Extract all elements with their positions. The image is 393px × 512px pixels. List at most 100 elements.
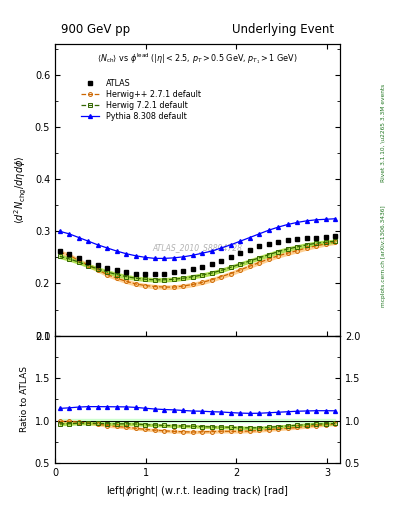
- ATLAS: [228, 254, 233, 261]
- Pythia 8.308 default: [57, 228, 62, 234]
- Herwig++ 2.7.1 default: [162, 284, 167, 290]
- Herwig++ 2.7.1 default: [247, 263, 252, 269]
- Pythia 8.308 default: [86, 238, 91, 244]
- Herwig++ 2.7.1 default: [238, 267, 242, 273]
- Herwig 7.2.1 default: [133, 275, 138, 281]
- Herwig 7.2.1 default: [114, 271, 119, 278]
- Line: Herwig++ 2.7.1 default: Herwig++ 2.7.1 default: [58, 240, 337, 289]
- Herwig++ 2.7.1 default: [323, 241, 328, 247]
- Legend: ATLAS, Herwig++ 2.7.1 default, Herwig 7.2.1 default, Pythia 8.308 default: ATLAS, Herwig++ 2.7.1 default, Herwig 7.…: [79, 77, 203, 123]
- Herwig++ 2.7.1 default: [133, 281, 138, 287]
- Herwig 7.2.1 default: [67, 256, 72, 262]
- Pythia 8.308 default: [152, 255, 157, 262]
- ATLAS: [200, 264, 205, 270]
- Pythia 8.308 default: [181, 254, 185, 260]
- Herwig 7.2.1 default: [219, 267, 224, 273]
- ATLAS: [162, 270, 167, 276]
- ATLAS: [266, 241, 271, 247]
- Herwig 7.2.1 default: [295, 244, 299, 250]
- Pythia 8.308 default: [304, 218, 309, 224]
- ATLAS: [285, 237, 290, 243]
- Herwig++ 2.7.1 default: [114, 275, 119, 281]
- Herwig 7.2.1 default: [162, 276, 167, 283]
- Herwig++ 2.7.1 default: [295, 247, 299, 253]
- Herwig++ 2.7.1 default: [105, 271, 110, 278]
- Pythia 8.308 default: [209, 248, 214, 254]
- Herwig 7.2.1 default: [276, 248, 281, 254]
- ATLAS: [143, 271, 147, 277]
- ATLAS: [333, 233, 338, 240]
- Herwig 7.2.1 default: [181, 275, 185, 281]
- Pythia 8.308 default: [124, 251, 129, 257]
- ATLAS: [57, 248, 62, 254]
- ATLAS: [323, 234, 328, 240]
- Pythia 8.308 default: [323, 216, 328, 222]
- ATLAS: [314, 234, 319, 241]
- Herwig 7.2.1 default: [323, 239, 328, 245]
- Herwig++ 2.7.1 default: [171, 284, 176, 290]
- Text: ATLAS_2010_S8894728: ATLAS_2010_S8894728: [152, 244, 242, 252]
- Text: Rivet 3.1.10, \u2265 3.3M events: Rivet 3.1.10, \u2265 3.3M events: [381, 84, 386, 182]
- Pythia 8.308 default: [143, 254, 147, 261]
- Herwig++ 2.7.1 default: [143, 283, 147, 289]
- Herwig 7.2.1 default: [152, 276, 157, 283]
- Herwig 7.2.1 default: [228, 264, 233, 270]
- Herwig++ 2.7.1 default: [124, 278, 129, 284]
- Herwig++ 2.7.1 default: [209, 276, 214, 283]
- Text: Underlying Event: Underlying Event: [232, 23, 334, 36]
- ATLAS: [95, 262, 100, 268]
- Pythia 8.308 default: [171, 255, 176, 261]
- Text: mcplots.cern.ch [arXiv:1306.3436]: mcplots.cern.ch [arXiv:1306.3436]: [381, 205, 386, 307]
- Herwig++ 2.7.1 default: [314, 243, 319, 249]
- Pythia 8.308 default: [67, 231, 72, 237]
- Pythia 8.308 default: [247, 234, 252, 241]
- Pythia 8.308 default: [228, 242, 233, 248]
- ATLAS: [76, 255, 81, 262]
- ATLAS: [114, 267, 119, 273]
- Herwig 7.2.1 default: [143, 276, 147, 282]
- Herwig 7.2.1 default: [304, 242, 309, 248]
- Pythia 8.308 default: [133, 253, 138, 259]
- Line: Pythia 8.308 default: Pythia 8.308 default: [58, 217, 337, 260]
- Pythia 8.308 default: [238, 238, 242, 244]
- Herwig++ 2.7.1 default: [190, 282, 195, 288]
- ATLAS: [247, 246, 252, 252]
- Herwig 7.2.1 default: [190, 273, 195, 280]
- Pythia 8.308 default: [314, 217, 319, 223]
- ATLAS: [209, 261, 214, 267]
- Herwig++ 2.7.1 default: [304, 245, 309, 251]
- Herwig 7.2.1 default: [105, 269, 110, 275]
- Herwig++ 2.7.1 default: [285, 250, 290, 256]
- Herwig 7.2.1 default: [266, 252, 271, 258]
- Pythia 8.308 default: [190, 252, 195, 259]
- ATLAS: [238, 250, 242, 256]
- Pythia 8.308 default: [105, 245, 110, 251]
- Herwig 7.2.1 default: [124, 273, 129, 280]
- Herwig 7.2.1 default: [95, 266, 100, 272]
- Herwig++ 2.7.1 default: [228, 270, 233, 276]
- ATLAS: [257, 243, 261, 249]
- Pythia 8.308 default: [162, 255, 167, 262]
- Herwig 7.2.1 default: [86, 263, 91, 269]
- ATLAS: [190, 266, 195, 272]
- Pythia 8.308 default: [76, 234, 81, 241]
- Herwig++ 2.7.1 default: [95, 267, 100, 273]
- Herwig++ 2.7.1 default: [181, 283, 185, 289]
- ATLAS: [181, 268, 185, 274]
- Herwig 7.2.1 default: [247, 258, 252, 264]
- Text: $\langle N_{\rm ch}\rangle$ vs $\phi^{\rm lead}$ ($|\eta| < 2.5$, $p_T > 0.5$ Ge: $\langle N_{\rm ch}\rangle$ vs $\phi^{\r…: [97, 51, 298, 66]
- Y-axis label: Ratio to ATLAS: Ratio to ATLAS: [20, 367, 29, 433]
- Pythia 8.308 default: [295, 219, 299, 225]
- Herwig++ 2.7.1 default: [333, 239, 338, 245]
- Y-axis label: $\langle d^2 N_{\rm chg}/d\eta d\phi\rangle$: $\langle d^2 N_{\rm chg}/d\eta d\phi\ran…: [13, 155, 29, 224]
- Herwig++ 2.7.1 default: [257, 260, 261, 266]
- X-axis label: left$|\phi$right$|$ (w.r.t. leading track) [rad]: left$|\phi$right$|$ (w.r.t. leading trac…: [106, 484, 289, 498]
- Pythia 8.308 default: [200, 250, 205, 256]
- ATLAS: [171, 269, 176, 275]
- ATLAS: [124, 269, 129, 275]
- Herwig 7.2.1 default: [257, 255, 261, 261]
- Line: ATLAS: ATLAS: [57, 234, 338, 276]
- Pythia 8.308 default: [95, 242, 100, 248]
- Herwig++ 2.7.1 default: [86, 262, 91, 268]
- Herwig 7.2.1 default: [209, 270, 214, 276]
